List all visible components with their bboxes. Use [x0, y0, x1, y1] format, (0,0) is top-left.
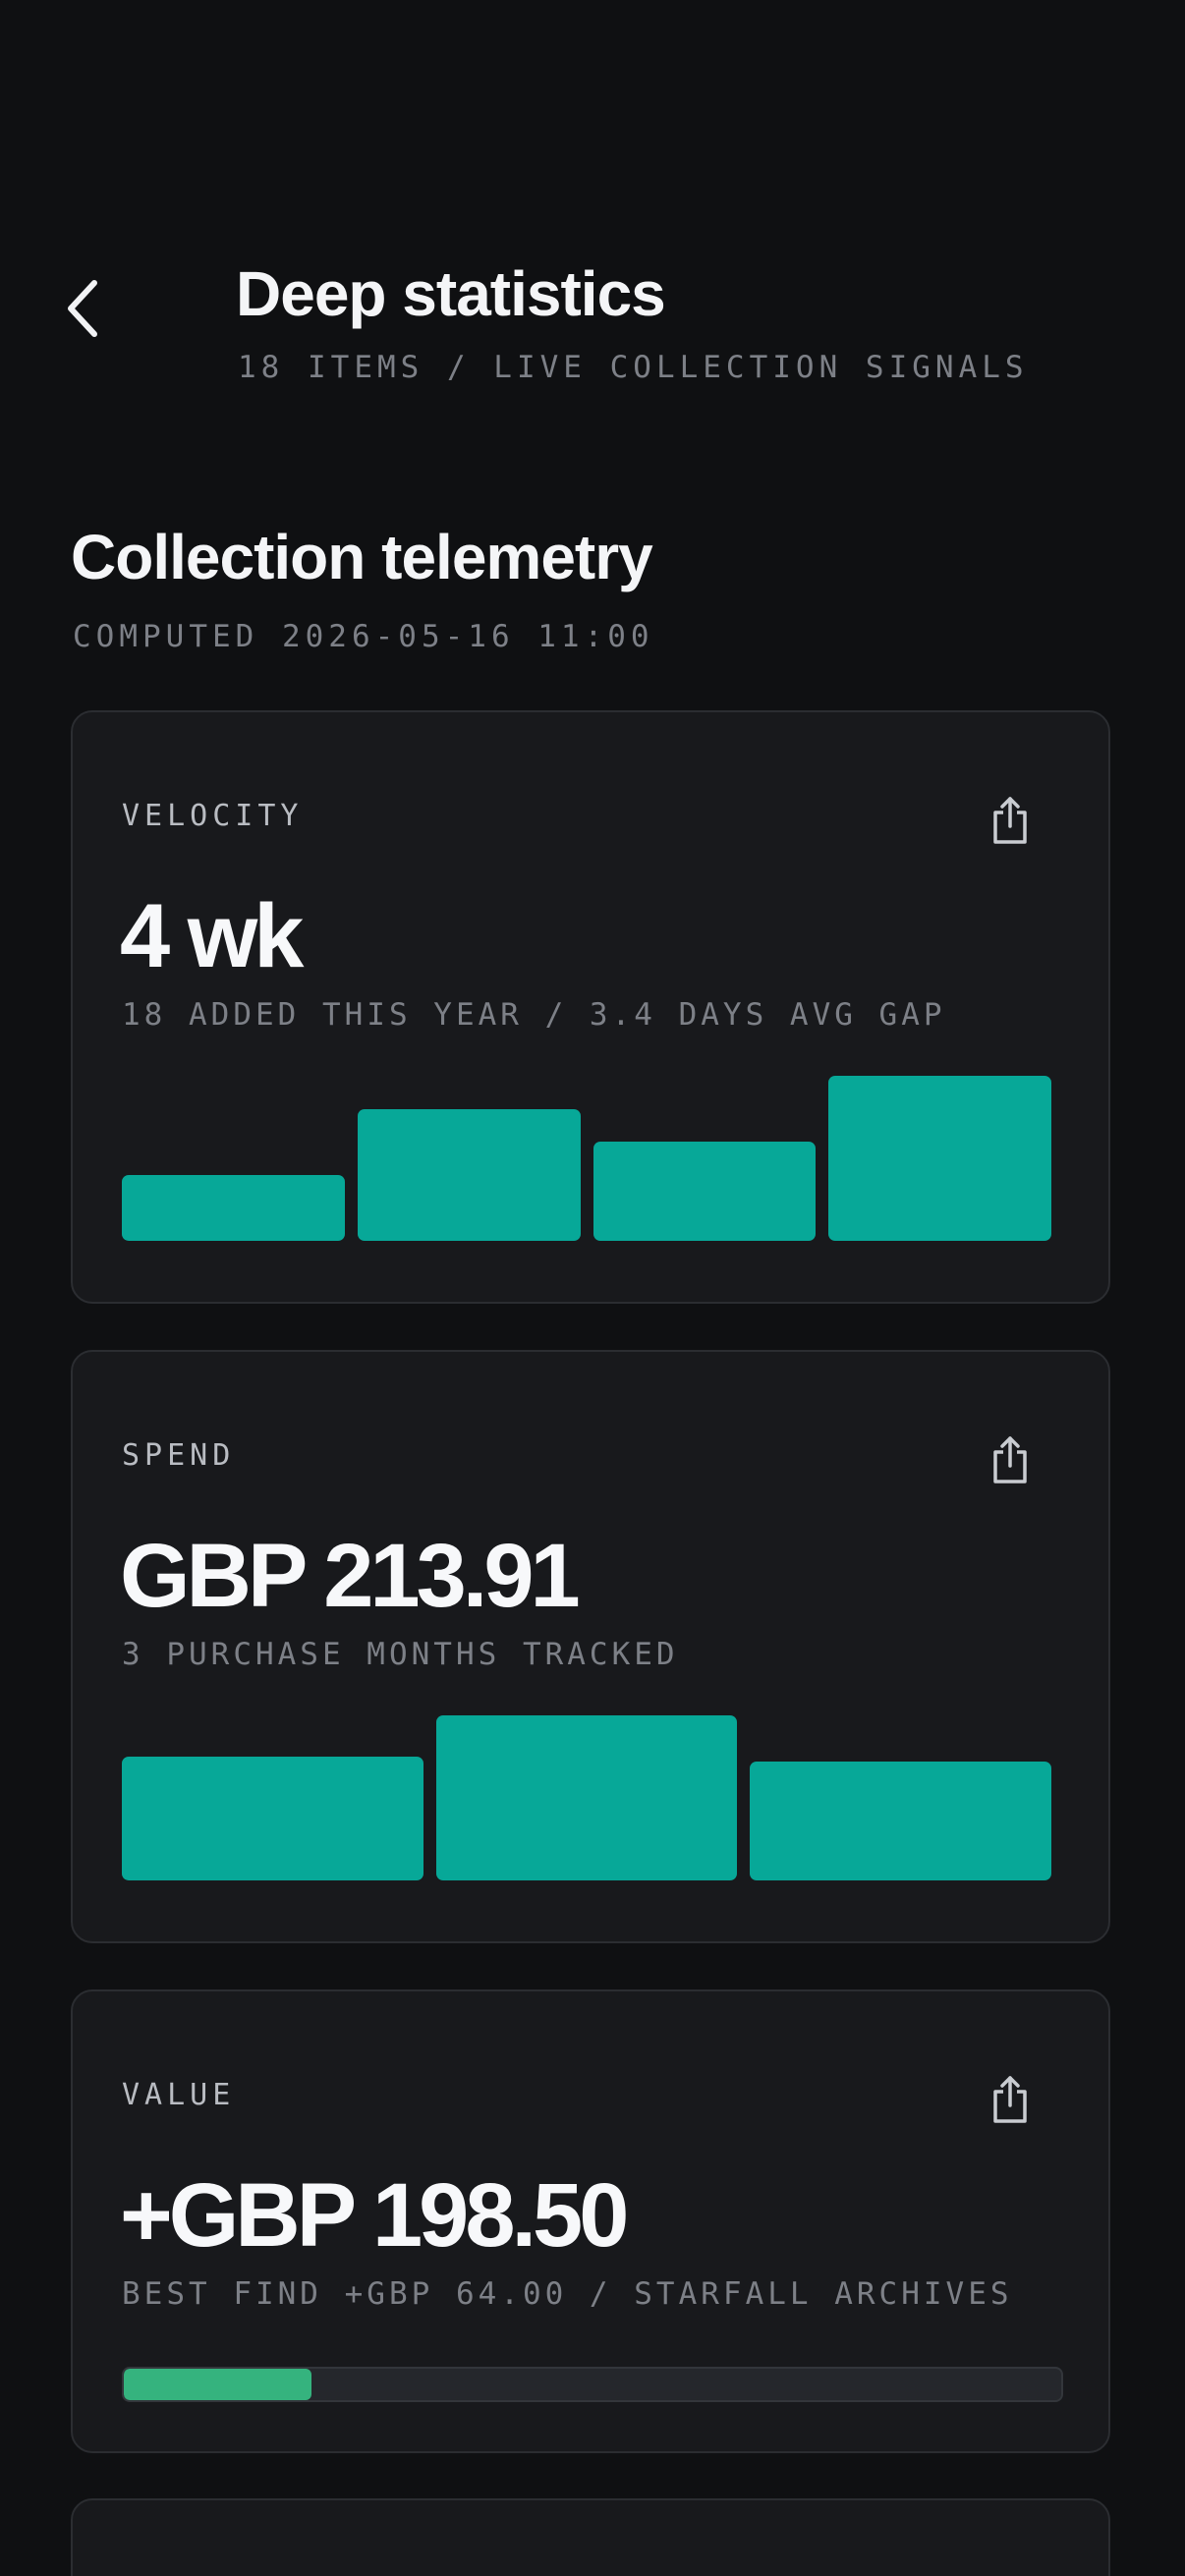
- card-label: SPEND: [122, 1438, 236, 1473]
- card-value: +GBP 198.50: [120, 2165, 629, 2266]
- spend-bar-1[interactable]: [122, 1757, 423, 1880]
- card-detail: BEST FIND +GBP 64.00 / STARFALL ARCHIVES: [122, 2276, 1013, 2312]
- share-icon: [993, 797, 1027, 844]
- spend-bar-2[interactable]: [435, 1715, 738, 1880]
- velocity-bar-3[interactable]: [592, 1142, 817, 1241]
- velocity-bar-2[interactable]: [357, 1108, 581, 1241]
- card-label: VALUE: [122, 2078, 236, 2112]
- velocity-bar-1[interactable]: [122, 1174, 345, 1241]
- card-value: 4 wk: [120, 886, 304, 986]
- value-card: VALUE +GBP 198.50 BEST FIND +GBP 64.00 /…: [71, 1989, 1110, 2453]
- spend-bar-3[interactable]: [750, 1762, 1051, 1880]
- share-button[interactable]: [983, 1428, 1038, 1491]
- card-value: GBP 213.91: [120, 1526, 581, 1626]
- page-title: Deep statistics: [236, 258, 666, 329]
- back-button[interactable]: [51, 273, 114, 344]
- velocity-bar-chart: [122, 1076, 1051, 1241]
- chevron-left-icon: [68, 280, 97, 337]
- share-icon: [993, 1436, 1027, 1484]
- spend-bar-chart: [122, 1715, 1051, 1880]
- card-detail: 3 PURCHASE MONTHS TRACKED: [122, 1637, 679, 1672]
- velocity-card: VELOCITY 4 wk 18 ADDED THIS YEAR / 3.4 D…: [71, 710, 1110, 1304]
- section-title: Collection telemetry: [71, 522, 653, 592]
- card-label: VELOCITY: [122, 799, 304, 833]
- value-progress-track: [122, 2367, 1063, 2402]
- card-detail: 18 ADDED THIS YEAR / 3.4 DAYS AVG GAP: [122, 997, 946, 1033]
- spend-card: SPEND GBP 213.91 3 PURCHASE MONTHS TRACK…: [71, 1350, 1110, 1943]
- page-subtitle: 18 ITEMS / LIVE COLLECTION SIGNALS: [238, 350, 1029, 385]
- next-card: [71, 2498, 1110, 2576]
- velocity-bar-4[interactable]: [828, 1076, 1051, 1241]
- share-icon: [993, 2076, 1027, 2123]
- value-progress-fill: [124, 2369, 311, 2400]
- section-subtitle: COMPUTED 2026-05-16 11:00: [73, 619, 654, 654]
- share-button[interactable]: [983, 2068, 1038, 2131]
- share-button[interactable]: [983, 789, 1038, 852]
